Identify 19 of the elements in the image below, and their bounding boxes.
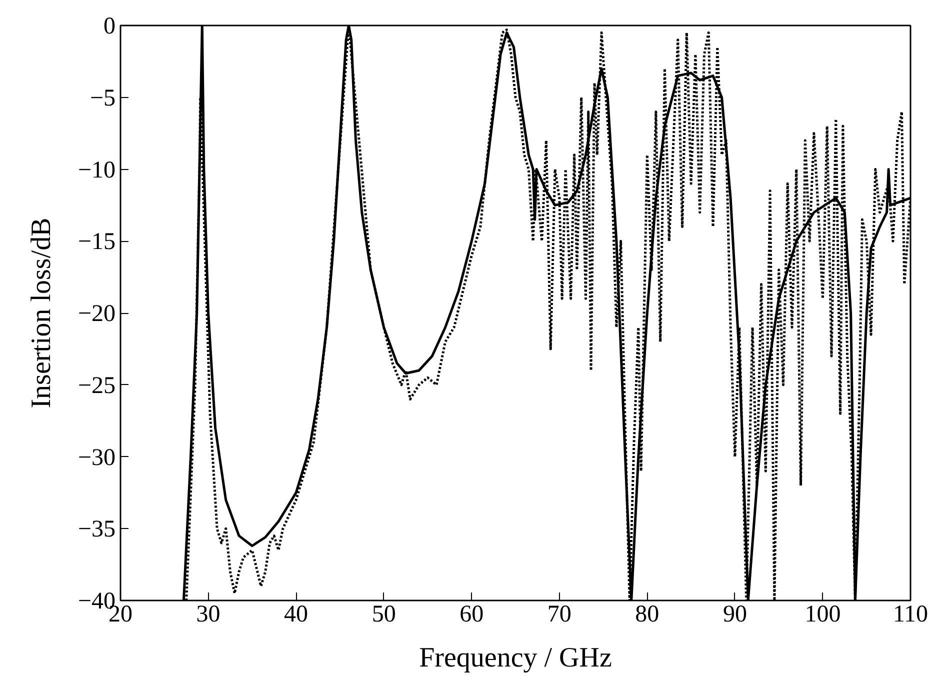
- y-tick-label: 0: [104, 14, 116, 40]
- y-tick-label: −35: [78, 516, 116, 543]
- y-tick-label: −15: [78, 229, 116, 256]
- x-tick-label: 60: [460, 602, 484, 628]
- y-tick-label: −5: [90, 85, 116, 112]
- y-tick-label: −10: [78, 157, 116, 184]
- y-axis-title: Insertion loss/dB: [26, 218, 57, 408]
- x-tick-label: 90: [722, 602, 747, 628]
- y-tick-label: −20: [78, 301, 116, 327]
- x-tick-label: 40: [284, 602, 308, 628]
- x-tick-label: 100: [804, 602, 841, 628]
- x-tick-label: 30: [196, 602, 220, 628]
- x-tick-label: 50: [372, 602, 396, 628]
- x-tick-label: 70: [547, 602, 572, 628]
- x-tick-label: 110: [892, 602, 928, 628]
- x-axis-title: Frequency / GHz: [419, 642, 612, 674]
- y-tick-label: −25: [78, 372, 116, 399]
- y-tick-label: −30: [78, 444, 116, 471]
- x-tick-label: 80: [635, 602, 660, 628]
